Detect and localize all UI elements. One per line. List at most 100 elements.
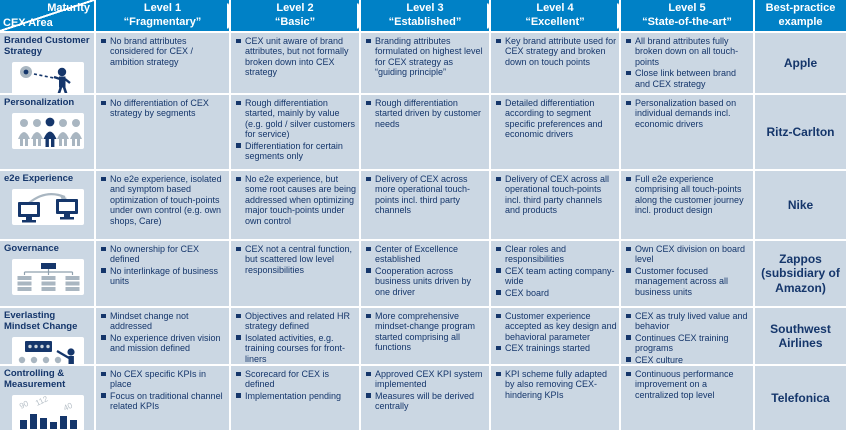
bullet-item: Center of Excellence established — [366, 244, 487, 265]
bullet-item: Differentiation for certain segments onl… — [236, 141, 357, 162]
best-practice-example: Ritz-Carlton — [755, 95, 846, 169]
cell-row1-level5: All brand attributes fully broken down o… — [621, 33, 753, 93]
area-name: Everlasting Mindset Change — [4, 310, 78, 332]
example-name: Zappos (subsidiary of Amazon) — [761, 251, 840, 295]
svg-text:112: 112 — [34, 396, 50, 408]
bullet-item: CEX trainings started — [496, 343, 617, 353]
bullet-item: Rough differentiation started, mainly by… — [236, 98, 357, 140]
bullet-item: CEX as truly lived value and behavior — [626, 311, 751, 332]
org-chart-icon — [12, 258, 84, 295]
cell-row4-level4: Clear roles and responsibilities CEX team… — [491, 241, 619, 306]
cell-row2-level3: Rough differentiation started driven by … — [361, 95, 489, 169]
bullet-item: KPI scheme fully adapted by also removin… — [496, 369, 617, 400]
bullet-item: Close link between brand and CEX strateg… — [626, 68, 751, 89]
level-2-sub: “Basic” — [274, 16, 316, 28]
cell-row5-level1: Mindset change not addressed No experienc… — [96, 308, 229, 364]
bullet-item: CEX board — [496, 288, 617, 298]
bullet-item: No experience driven vision and mission … — [101, 333, 227, 354]
best-practice-label: Best-practice example — [765, 1, 836, 28]
bar-chart-icon: 90 112 40 — [12, 394, 84, 430]
bullet-item: Personalization based on individual dema… — [626, 98, 751, 129]
example-name: Nike — [787, 197, 814, 212]
bullet-item: No CEX specific KPIs in place — [101, 369, 227, 390]
svg-text:90: 90 — [18, 399, 30, 411]
bullet-item: No ownership for CEX defined — [101, 244, 227, 265]
cell-row5-level2: Objectives and related HR strategy defin… — [231, 308, 359, 364]
best-practice-example: Apple — [755, 33, 846, 93]
cell-row5-level3: More comprehensive mindset-change progra… — [361, 308, 489, 364]
cell-row1-level4: Key brand attribute used for CEX strateg… — [491, 33, 619, 93]
cell-row1-level2: CEX unit aware of brand attributes, but … — [231, 33, 359, 93]
area-cell: Controlling & Measurement 90 112 40 — [0, 366, 94, 430]
bullet-item: CEX not a central function, but scattere… — [236, 244, 357, 275]
cell-row6-level1: No CEX specific KPIs in place Focus on tr… — [96, 366, 229, 430]
bullet-item: Branding attributes formulated on highes… — [366, 36, 487, 78]
area-name: Branded Customer Strategy — [4, 35, 90, 57]
area-name: Personalization — [4, 97, 75, 108]
level-1-sub: “Fragmentary” — [123, 16, 202, 28]
level-4-sub: “Excellent” — [525, 16, 585, 28]
bullet-item: Focus on traditional channel related KPI… — [101, 391, 227, 412]
bullet-item: Approved CEX KPI system implemented — [366, 369, 487, 390]
bullet-item: Objectives and related HR strategy defin… — [236, 311, 357, 332]
bullet-item: Measures will be derived centrally — [366, 391, 487, 412]
bullet-item: All brand attributes fully broken down o… — [626, 36, 751, 67]
cell-row1-level1: No brand attributes considered for CEX /… — [96, 33, 229, 93]
bullet-item: Isolated activities, e.g. training cours… — [236, 333, 357, 364]
cell-row2-level4: Detailed differentiation according to se… — [491, 95, 619, 169]
cell-row2-level1: No differentiation of CEX strategy by se… — [96, 95, 229, 169]
people-group-icon — [12, 112, 84, 149]
area-cell: Everlasting Mindset Change — [0, 308, 94, 364]
bullet-item: Clear roles and responsibilities — [496, 244, 617, 265]
level-arrow-icon — [357, 2, 359, 29]
level-4-label: Level 4 — [536, 2, 574, 15]
best-practice-example: Southwest Airlines — [755, 308, 846, 364]
best-practice-example: Zappos (subsidiary of Amazon) — [755, 241, 846, 306]
example-name: Telefonica — [771, 390, 830, 405]
bullet-item: Customer experience accepted as key desi… — [496, 311, 617, 342]
presenter-board-icon — [12, 336, 84, 364]
bullet-item: Rough differentiation started driven by … — [366, 98, 487, 129]
header-best-practice: Best-practice example — [755, 0, 846, 31]
area-cell: Personalization — [0, 95, 94, 169]
bullet-item: Customer focused management across all b… — [626, 266, 751, 297]
cell-row4-level1: No ownership for CEX defined No interlink… — [96, 241, 229, 306]
level-3-label: Level 3 — [406, 2, 444, 15]
cell-row5-level5: CEX as truly lived value and behavior Con… — [621, 308, 753, 364]
cell-row4-level5: Own CEX division on board level Customer … — [621, 241, 753, 306]
header-level-3: Level 3 “Established” — [361, 0, 489, 31]
cell-row3-level2: No e2e experience, but some root causes … — [231, 171, 359, 239]
bullet-item: Full e2e experience comprising all touch… — [626, 174, 751, 216]
svg-text:40: 40 — [62, 401, 74, 413]
area-cell: Governance — [0, 241, 94, 306]
bullet-item: Scorecard for CEX is defined — [236, 369, 357, 390]
area-name: Controlling & Measurement — [4, 368, 66, 390]
level-5-sub: “State-of-the-art” — [642, 16, 732, 28]
cell-row5-level4: Customer experience accepted as key desi… — [491, 308, 619, 364]
example-name: Southwest Airlines — [770, 321, 831, 350]
bullet-item: No brand attributes considered for CEX /… — [101, 36, 227, 67]
level-arrow-icon — [617, 2, 619, 29]
bullet-item: Delivery of CEX across more operational … — [366, 174, 487, 216]
bullet-item: Continues CEX training programs — [626, 333, 751, 354]
bullet-item: CEX team acting company-wide — [496, 266, 617, 287]
bullet-item: No e2e experience, isolated and symptom … — [101, 174, 227, 226]
cell-row2-level2: Rough differentiation started, mainly by… — [231, 95, 359, 169]
area-name: e2e Experience — [4, 173, 74, 184]
bullet-item: Continuous performance improvement on a … — [626, 369, 751, 400]
cell-row3-level1: No e2e experience, isolated and symptom … — [96, 171, 229, 239]
corner-cexarea-label: CEX Area — [3, 17, 53, 29]
cell-row4-level3: Center of Excellence established Cooperat… — [361, 241, 489, 306]
area-name: Governance — [4, 243, 59, 254]
level-5-label: Level 5 — [668, 2, 706, 15]
person-ball-icon — [12, 61, 84, 93]
best-practice-example: Telefonica — [755, 366, 846, 430]
header-level-5: Level 5 “State-of-the-art” — [621, 0, 753, 31]
cell-row2-level5: Personalization based on individual dema… — [621, 95, 753, 169]
bullet-item: Own CEX division on board level — [626, 244, 751, 265]
bullet-item: Key brand attribute used for CEX strateg… — [496, 36, 617, 67]
example-name: Apple — [783, 55, 818, 70]
bullet-item: More comprehensive mindset-change progra… — [366, 311, 487, 353]
cell-row6-level5: Continuous performance improvement on a … — [621, 366, 753, 430]
cell-row3-level5: Full e2e experience comprising all touch… — [621, 171, 753, 239]
